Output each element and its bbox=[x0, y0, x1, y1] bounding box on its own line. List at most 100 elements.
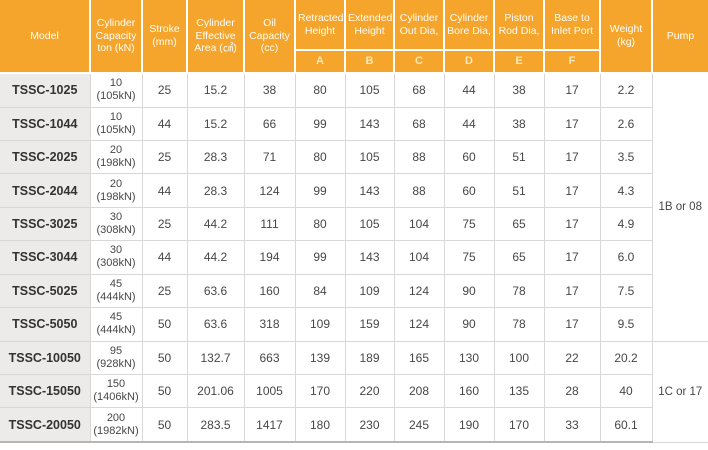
cell-model: TSSC-10050 bbox=[0, 340, 91, 375]
cell-capacity: 30 (308kN) bbox=[89, 206, 143, 242]
spec-table-body: TSSC-1025 10 (105kN) 25 15.2 38 80 105 68 44 38 17 2… bbox=[0, 72, 708, 444]
cell-model: TSSC-5025 bbox=[0, 273, 91, 309]
capacity-ton: 200 bbox=[106, 411, 126, 424]
cell-b: 159 bbox=[344, 307, 395, 342]
cell-c: 245 bbox=[393, 407, 445, 444]
col-letter-a: A bbox=[295, 49, 346, 74]
cell-model: TSSC-1025 bbox=[0, 72, 91, 108]
cell-model: TSSC-15050 bbox=[0, 373, 91, 409]
table-row: TSSC-3044 30 (308kN) 44 44.2 194 99 143 104 75 65 1… bbox=[0, 240, 708, 275]
cell-e: 51 bbox=[493, 139, 545, 175]
col-header-base-to-inlet-port: Base to Inlet Port bbox=[543, 0, 601, 51]
cell-effective-area: 63.6 bbox=[186, 307, 245, 342]
cell-oil-capacity: 71 bbox=[243, 139, 296, 175]
cell-d: 44 bbox=[443, 72, 495, 108]
cell-b: 220 bbox=[344, 373, 395, 409]
cell-a: 109 bbox=[294, 307, 346, 342]
cell-weight: 9.5 bbox=[599, 307, 653, 342]
cell-effective-area: 132.7 bbox=[186, 340, 245, 375]
cell-b: 105 bbox=[344, 72, 395, 108]
cell-e: 51 bbox=[493, 173, 545, 208]
cell-effective-area: 15.2 bbox=[186, 106, 245, 141]
cell-capacity: 200 (1982kN) bbox=[89, 407, 143, 444]
cell-effective-area: 63.6 bbox=[186, 273, 245, 309]
cell-oil-capacity: 663 bbox=[243, 340, 296, 375]
cell-a: 139 bbox=[294, 340, 346, 375]
cell-oil-capacity: 318 bbox=[243, 307, 296, 342]
cell-model: TSSC-1044 bbox=[0, 106, 91, 141]
cell-e: 65 bbox=[493, 206, 545, 242]
cell-stroke: 44 bbox=[141, 173, 188, 208]
cell-capacity: 10 (105kN) bbox=[89, 106, 143, 141]
table-row: TSSC-5050 45 (444kN) 50 63.6 318 109 159 124 90 78… bbox=[0, 307, 708, 342]
cell-weight: 40 bbox=[599, 373, 653, 409]
table-row: TSSC-5025 45 (444kN) 25 63.6 160 84 109 124 90 78 1… bbox=[0, 273, 708, 309]
cell-oil-capacity: 38 bbox=[243, 72, 296, 108]
cell-weight: 4.3 bbox=[599, 173, 653, 208]
cell-weight: 2.6 bbox=[599, 106, 653, 141]
cell-e: 135 bbox=[493, 373, 545, 409]
cell-oil-capacity: 194 bbox=[243, 240, 296, 275]
cell-weight: 4.9 bbox=[599, 206, 653, 242]
cell-stroke: 50 bbox=[141, 340, 188, 375]
cell-d: 130 bbox=[443, 340, 495, 375]
col-letter-e: E bbox=[493, 49, 545, 74]
cell-b: 143 bbox=[344, 173, 395, 208]
cell-d: 75 bbox=[443, 206, 495, 242]
cell-capacity: 45 (444kN) bbox=[89, 307, 143, 342]
capacity-ton: 10 bbox=[109, 110, 123, 123]
col-header-effective-area: Cylinder Effective Area (㎠) bbox=[186, 0, 245, 74]
cell-oil-capacity: 160 bbox=[243, 273, 296, 309]
cell-d: 60 bbox=[443, 139, 495, 175]
capacity-ton: 150 bbox=[106, 378, 126, 391]
cell-e: 100 bbox=[493, 340, 545, 375]
cell-oil-capacity: 124 bbox=[243, 173, 296, 208]
col-header-stroke: Stroke (mm) bbox=[141, 0, 188, 74]
cell-a: 170 bbox=[294, 373, 346, 409]
cell-b: 189 bbox=[344, 340, 395, 375]
cell-e: 170 bbox=[493, 407, 545, 444]
cell-weight: 2.2 bbox=[599, 72, 653, 108]
capacity-kn: (1406kN) bbox=[93, 391, 139, 404]
col-letter-d: D bbox=[443, 49, 495, 74]
cell-effective-area: 44.2 bbox=[186, 240, 245, 275]
cell-a: 99 bbox=[294, 173, 346, 208]
capacity-ton: 30 bbox=[109, 244, 123, 257]
cell-e: 65 bbox=[493, 240, 545, 275]
header-letters-row: A B C D E F bbox=[0, 49, 708, 74]
capacity-kn: (1982kN) bbox=[93, 424, 139, 437]
cell-stroke: 50 bbox=[141, 373, 188, 409]
cell-oil-capacity: 1005 bbox=[243, 373, 296, 409]
capacity-kn: (105kN) bbox=[96, 123, 136, 136]
cell-capacity: 45 (444kN) bbox=[89, 273, 143, 309]
cell-effective-area: 15.2 bbox=[186, 72, 245, 108]
cell-effective-area: 283.5 bbox=[186, 407, 245, 444]
cell-stroke: 25 bbox=[141, 273, 188, 309]
cell-b: 109 bbox=[344, 273, 395, 309]
table-row: TSSC-3025 30 (308kN) 25 44.2 111 80 105 104 75 65 1… bbox=[0, 206, 708, 242]
col-header-pump: Pump bbox=[651, 0, 708, 74]
cell-c: 165 bbox=[393, 340, 445, 375]
cell-c: 104 bbox=[393, 240, 445, 275]
cell-c: 208 bbox=[393, 373, 445, 409]
cell-c: 68 bbox=[393, 106, 445, 141]
cell-model: TSSC-2025 bbox=[0, 139, 91, 175]
table-row: TSSC-1025 10 (105kN) 25 15.2 38 80 105 68 44 38 17 2… bbox=[0, 72, 708, 342]
col-header-extended-height: Extended Height bbox=[344, 0, 395, 51]
cell-e: 78 bbox=[493, 273, 545, 309]
table-row: TSSC-1044 10 (105kN) 44 15.2 66 99 143 68 44 38 17 2… bbox=[0, 106, 708, 141]
cell-stroke: 25 bbox=[141, 206, 188, 242]
capacity-ton: 20 bbox=[109, 144, 123, 157]
cell-a: 80 bbox=[294, 139, 346, 175]
capacity-ton: 45 bbox=[109, 277, 123, 290]
cell-c: 124 bbox=[393, 273, 445, 309]
cell-f: 17 bbox=[543, 106, 601, 141]
cell-f: 17 bbox=[543, 273, 601, 309]
cell-weight: 3.5 bbox=[599, 139, 653, 175]
cell-effective-area: 201.06 bbox=[186, 373, 245, 409]
col-letter-f: F bbox=[543, 49, 601, 74]
col-header-model: Model bbox=[0, 0, 91, 74]
header-main-row: Model Cylinder Capacity ton (kN) Stroke … bbox=[0, 0, 708, 74]
col-header-weight: Weight (kg) bbox=[599, 0, 653, 74]
cell-f: 17 bbox=[543, 206, 601, 242]
